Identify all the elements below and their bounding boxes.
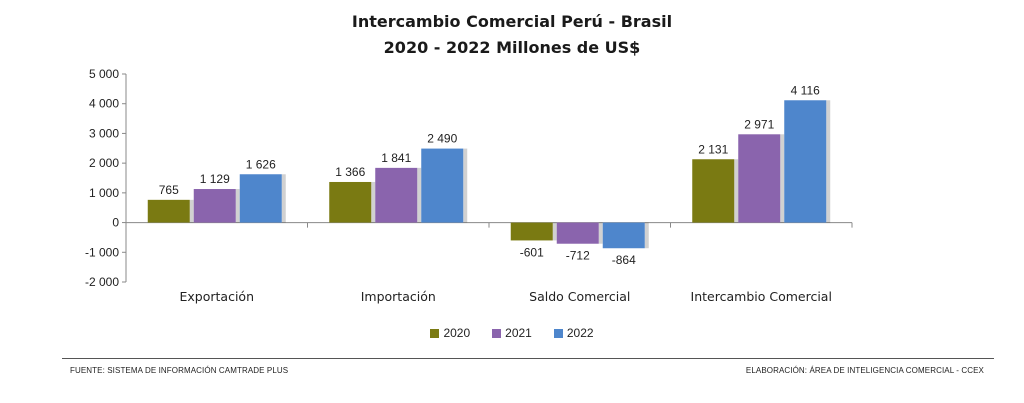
legend-label-2022: 2022 — [566, 326, 594, 340]
bar-2020 — [510, 222, 553, 241]
bar-shade — [734, 159, 739, 223]
bar-shade — [552, 222, 557, 241]
value-label: -864 — [612, 253, 636, 267]
elaboration-note: ELABORACIÓN: ÁREA DE INTELIGENCIA COMERC… — [745, 366, 984, 375]
y-tick-label: 4 000 — [89, 97, 119, 111]
bar-2021 — [375, 167, 418, 223]
bar-shade — [189, 199, 194, 223]
value-label: 2 131 — [698, 142, 728, 156]
legend-item-2021: 2021 — [492, 326, 532, 340]
bar-2022 — [421, 148, 464, 223]
y-tick-label: 2 000 — [89, 156, 119, 170]
bar-shade — [780, 134, 785, 223]
value-label: 1 366 — [335, 165, 365, 179]
y-tick-label: 0 — [112, 216, 119, 230]
footer-divider — [62, 358, 994, 359]
category-label: Exportación — [180, 289, 255, 304]
bar-2021 — [556, 222, 599, 244]
source-note: FUENTE: SISTEMA DE INFORMACIÓN CAMTRADE … — [70, 366, 289, 375]
value-label: 1 626 — [246, 157, 276, 171]
y-tick-label: -1 000 — [85, 245, 119, 259]
bar-shade — [417, 167, 422, 223]
bar-shade — [463, 148, 468, 223]
bar-2022 — [239, 174, 282, 223]
bar-shade — [826, 100, 831, 223]
bar-shade — [644, 222, 649, 249]
bar-2021 — [738, 134, 781, 223]
y-tick-label: -2 000 — [85, 275, 119, 289]
bar-2021 — [193, 189, 236, 223]
legend-label-2021: 2021 — [505, 326, 532, 340]
category-label: Importación — [361, 289, 436, 304]
bar-2020 — [147, 199, 190, 223]
chart-title-line-1: Intercambio Comercial Perú - Brasil — [351, 12, 673, 31]
y-tick-label: 3 000 — [89, 126, 119, 140]
category-label: Intercambio Comercial — [691, 289, 832, 304]
bar-shade — [371, 181, 376, 223]
legend-swatch-2020 — [430, 328, 440, 338]
bar-2022 — [602, 222, 645, 249]
legend-label-2020: 2020 — [443, 326, 471, 340]
bar-2020 — [329, 181, 372, 223]
legend: 2020 2021 2022 — [0, 326, 1024, 340]
value-label: -601 — [520, 245, 544, 259]
bar-shade — [235, 189, 240, 223]
bar-shade — [281, 174, 286, 223]
value-label: 2 490 — [427, 132, 457, 146]
value-label: 1 841 — [381, 151, 411, 165]
y-tick-label: 5 000 — [89, 67, 119, 81]
value-label: 765 — [159, 183, 179, 197]
y-tick-label: 1 000 — [89, 186, 119, 200]
value-label: -712 — [566, 249, 590, 263]
value-label: 1 129 — [200, 172, 230, 186]
legend-swatch-2022 — [553, 328, 563, 338]
bar-2020 — [692, 159, 735, 223]
chart-title-line-2: 2020 - 2022 Millones de US$ — [383, 38, 641, 57]
legend-swatch-2021 — [492, 328, 502, 338]
value-label: 2 971 — [744, 117, 774, 131]
bar-shade — [598, 222, 603, 244]
legend-item-2022: 2022 — [553, 326, 594, 340]
bar-2022 — [784, 100, 827, 223]
legend-item-2020: 2020 — [430, 326, 470, 340]
value-label: 4 116 — [791, 83, 820, 97]
category-label: Saldo Comercial — [529, 289, 630, 304]
